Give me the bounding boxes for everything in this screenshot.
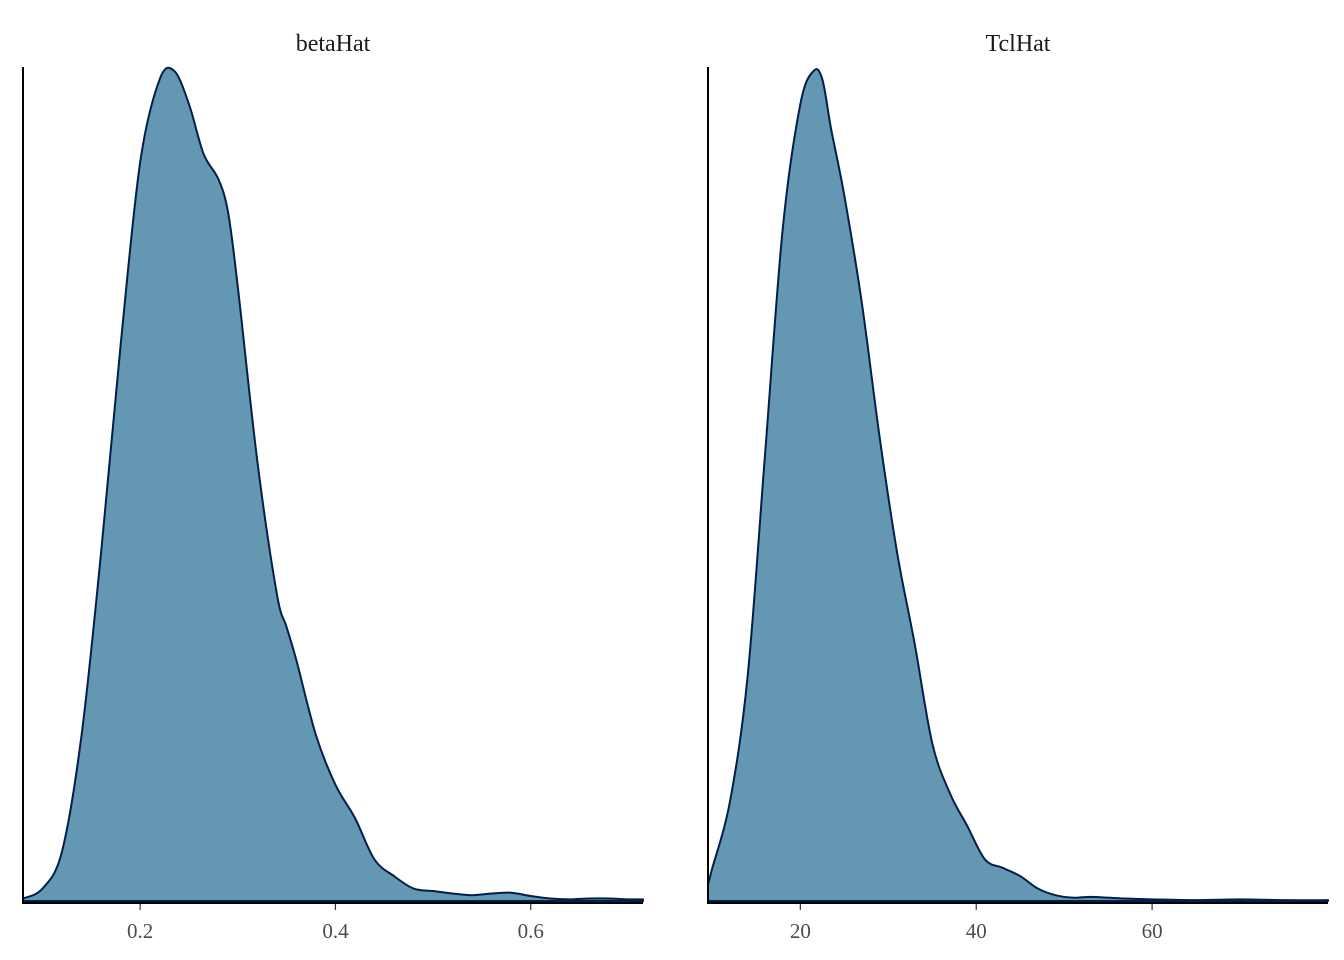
x-tick-label: 20 <box>790 919 811 943</box>
x-tick-label: 60 <box>1142 919 1163 943</box>
panel-title-tclhat: TclHat <box>986 31 1051 57</box>
panel-betahat: betaHat 0.2 0.4 0.6 <box>22 31 644 943</box>
density-area-betahat <box>22 66 644 902</box>
x-tick-label: 40 <box>966 919 987 943</box>
x-tick-label: 0.4 <box>322 919 349 943</box>
x-axis-ticks-betahat: 0.2 0.4 0.6 <box>127 904 544 943</box>
x-tick-label: 0.6 <box>518 919 544 943</box>
panel-title-betahat: betaHat <box>296 31 371 57</box>
x-tick-label: 0.2 <box>127 919 153 943</box>
panel-tclhat: TclHat 20 40 60 <box>707 31 1329 943</box>
x-axis-ticks-tclhat: 20 40 60 <box>790 904 1163 943</box>
density-area-tclhat <box>707 68 1329 902</box>
